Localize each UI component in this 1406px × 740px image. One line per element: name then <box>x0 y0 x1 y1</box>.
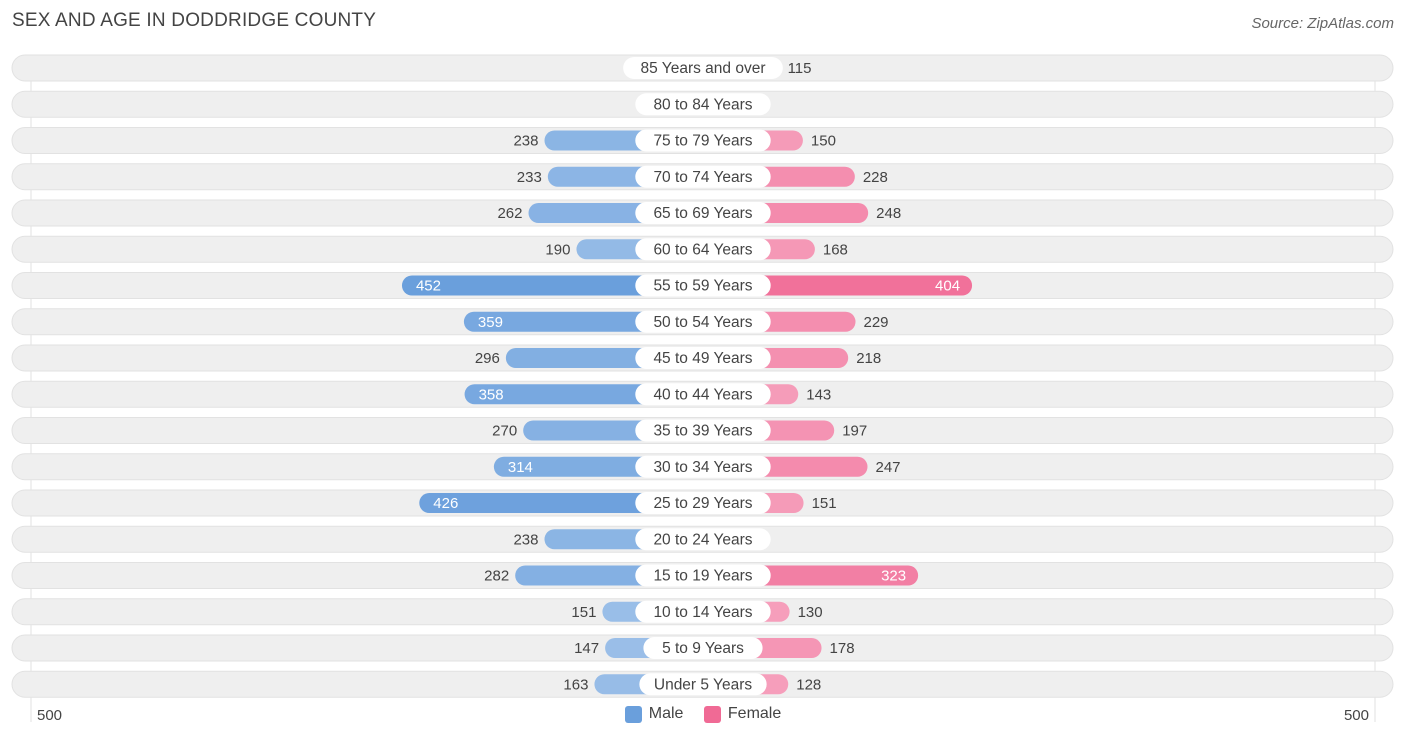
value-female-40-to-44-years: 143 <box>806 386 831 403</box>
legend-label-female: Female <box>727 705 782 722</box>
category-label-45-to-49-years: 45 to 49 Years <box>653 350 752 367</box>
value-male-65-to-69-years: 262 <box>497 205 522 222</box>
value-male-under-5-years: 163 <box>563 676 588 693</box>
value-female-15-to-19-years: 323 <box>881 568 906 585</box>
value-male-70-to-74-years: 233 <box>517 169 542 186</box>
value-female-65-to-69-years: 248 <box>876 205 901 222</box>
value-male-50-to-54-years: 359 <box>478 314 503 331</box>
axis-label-left: 500 <box>37 707 63 724</box>
value-female-10-to-14-years: 130 <box>798 604 823 621</box>
chart-title: SEX AND AGE IN DODDRIDGE COUNTY <box>12 10 377 31</box>
category-pill-65-to-69-years <box>635 202 771 224</box>
value-male-15-to-19-years: 282 <box>484 568 509 585</box>
category-pill-80-to-84-years <box>635 93 771 116</box>
category-pill-25-to-29-years <box>635 492 771 514</box>
category-label-80-to-84-years: 80 to 84 Years <box>653 96 752 113</box>
value-female-25-to-29-years: 151 <box>812 495 837 512</box>
category-label-75-to-79-years: 75 to 79 Years <box>653 133 752 150</box>
value-male-5-to-9-years: 147 <box>574 640 599 657</box>
category-label-25-to-29-years: 25 to 29 Years <box>653 495 752 512</box>
value-female-60-to-64-years: 168 <box>823 241 848 258</box>
value-female-5-to-9-years: 178 <box>830 640 855 657</box>
category-pill-5-to-9-years <box>643 637 763 659</box>
legend-swatch-male <box>624 705 642 723</box>
value-female-55-to-59-years: 404 <box>935 278 960 295</box>
category-pill-55-to-59-years <box>635 274 771 297</box>
category-pill-70-to-74-years <box>635 165 771 188</box>
legend-swatch-female <box>703 705 721 723</box>
bar-female-55-to-59-years <box>703 275 973 296</box>
bar-male-55-to-59-years <box>401 275 703 296</box>
legend-label-male: Male <box>648 705 684 722</box>
value-male-10-to-14-years: 151 <box>571 604 596 621</box>
category-label-10-to-14-years: 10 to 14 Years <box>653 604 752 621</box>
category-label-40-to-44-years: 40 to 44 Years <box>653 386 752 403</box>
bar-male-25-to-29-years <box>419 493 703 513</box>
category-label-35-to-39-years: 35 to 39 Years <box>653 423 752 440</box>
value-male-75-to-79-years: 238 <box>513 133 538 150</box>
value-male-25-to-29-years: 426 <box>433 495 458 512</box>
category-pill-35-to-39-years <box>635 419 771 442</box>
category-pill-40-to-44-years <box>635 383 771 406</box>
category-pill-15-to-19-years <box>635 564 771 587</box>
value-female-under-5-years: 128 <box>796 676 821 693</box>
value-male-45-to-49-years: 296 <box>475 350 500 367</box>
category-pill-10-to-14-years <box>635 600 771 623</box>
category-label-65-to-69-years: 65 to 69 Years <box>653 205 752 222</box>
category-pill-20-to-24-years <box>635 528 771 551</box>
value-male-35-to-39-years: 270 <box>492 423 517 440</box>
category-label-20-to-24-years: 20 to 24 Years <box>653 531 752 548</box>
axis-label-right: 500 <box>1343 707 1369 724</box>
value-female-70-to-74-years: 228 <box>863 169 888 186</box>
value-female-30-to-34-years: 247 <box>876 459 901 476</box>
value-male-20-to-24-years: 238 <box>513 531 538 548</box>
value-male-60-to-64-years: 190 <box>545 241 570 258</box>
category-label-60-to-64-years: 60 to 64 Years <box>653 241 752 258</box>
category-pill-45-to-49-years <box>635 347 771 369</box>
legend-item-male[interactable]: Male <box>624 705 684 723</box>
category-pill-50-to-54-years <box>635 310 771 333</box>
value-male-55-to-59-years: 452 <box>416 278 441 295</box>
category-label-55-to-59-years: 55 to 59 Years <box>653 278 752 295</box>
legend-item-female[interactable]: Female <box>703 705 782 723</box>
value-female-35-to-39-years: 197 <box>842 423 867 440</box>
legend: Male Female <box>0 705 1406 728</box>
value-male-40-to-44-years: 358 <box>479 386 504 403</box>
category-label-70-to-74-years: 70 to 74 Years <box>653 169 752 186</box>
category-label-5-to-9-years: 5 to 9 Years <box>662 640 744 657</box>
category-label-15-to-19-years: 15 to 19 Years <box>653 568 752 585</box>
category-pill-under-5-years <box>639 673 767 696</box>
category-pill-30-to-34-years <box>635 455 771 478</box>
value-female-75-to-79-years: 150 <box>811 133 836 150</box>
category-pill-75-to-79-years <box>635 129 771 152</box>
value-female-45-to-49-years: 218 <box>856 350 881 367</box>
category-label-under-5-years: Under 5 Years <box>654 676 752 693</box>
category-label-85-years-and-over: 85 Years and over <box>641 60 766 77</box>
category-pill-85-years-and-over <box>623 57 783 79</box>
category-pill-60-to-64-years <box>635 238 771 261</box>
value-male-30-to-34-years: 314 <box>508 459 533 476</box>
value-female-85-years-and-over: 115 <box>788 60 812 77</box>
category-label-50-to-54-years: 50 to 54 Years <box>653 314 752 331</box>
source-label: Source: ZipAtlas.com <box>1251 15 1394 32</box>
value-female-50-to-54-years: 229 <box>864 314 889 331</box>
category-label-30-to-34-years: 30 to 34 Years <box>653 459 752 476</box>
